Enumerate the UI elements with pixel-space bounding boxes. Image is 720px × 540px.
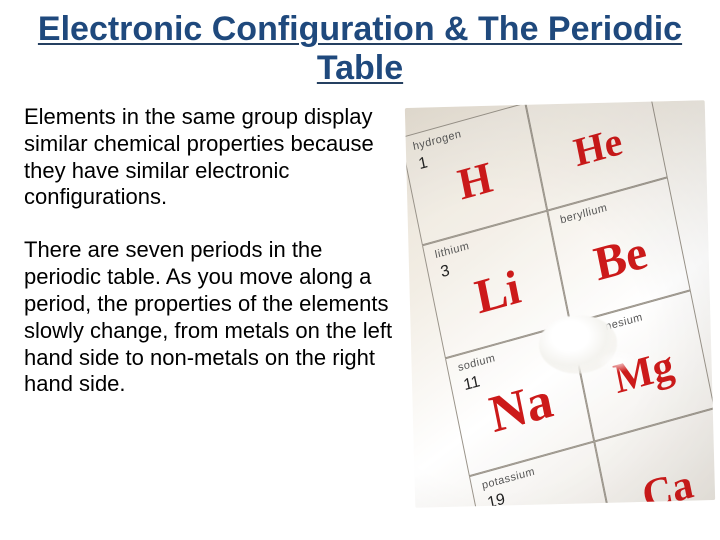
element-symbol: H — [453, 152, 496, 211]
element-symbol: Na — [485, 371, 558, 446]
paragraph-1: Elements in the same group display simil… — [24, 104, 398, 211]
periodic-table-grid: hydrogen1HHelithium3LiberylliumBesodium1… — [405, 100, 715, 508]
element-symbol: Ca — [638, 460, 697, 508]
body-text: Elements in the same group display simil… — [24, 104, 398, 424]
element-name: hydrogen — [412, 128, 462, 153]
salt-pile-icon — [538, 315, 617, 375]
slide-title: Electronic Configuration & The Periodic … — [0, 0, 720, 92]
element-number: 3 — [439, 262, 451, 282]
element-symbol: He — [570, 117, 626, 176]
slide: Electronic Configuration & The Periodic … — [0, 0, 720, 540]
paragraph-2: There are seven periods in the periodic … — [24, 237, 398, 398]
periodic-table-image: hydrogen1HHelithium3LiberylliumBesodium1… — [405, 100, 715, 508]
element-symbol: Be — [589, 224, 651, 292]
element-number: 19 — [486, 491, 507, 508]
element-name: sodium — [457, 352, 496, 374]
element-symbol: Li — [470, 259, 525, 325]
element-name: lithium — [434, 240, 470, 261]
element-name: potassium — [481, 466, 536, 492]
element-number: 11 — [462, 373, 482, 395]
element-symbol: K — [521, 492, 570, 508]
element-number: 1 — [417, 154, 429, 174]
element-name: beryllium — [559, 202, 608, 227]
